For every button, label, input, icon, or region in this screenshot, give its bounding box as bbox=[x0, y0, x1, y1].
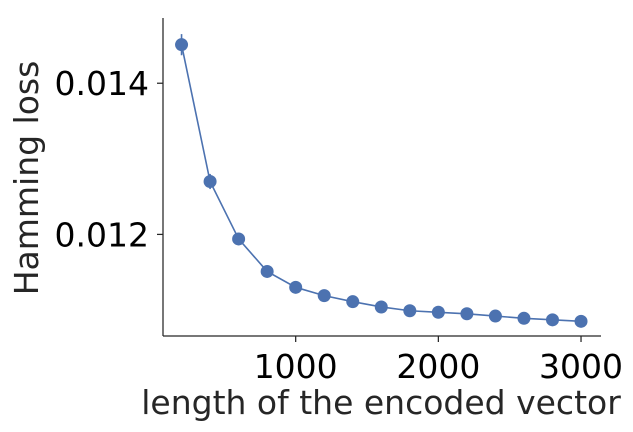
data-point bbox=[488, 309, 502, 323]
data-point bbox=[289, 280, 303, 294]
data-point bbox=[260, 264, 274, 278]
y-tick-label: 0.012 bbox=[55, 215, 149, 254]
data-point bbox=[460, 307, 474, 321]
y-ticks: 0.012 0.014 bbox=[55, 64, 163, 254]
series-layer bbox=[175, 34, 588, 328]
data-point bbox=[374, 300, 388, 314]
y-axis-label: Hamming loss bbox=[7, 61, 46, 296]
x-tick-label: 2000 bbox=[396, 347, 480, 386]
data-point bbox=[175, 38, 189, 52]
x-axis-label: length of the encoded vector bbox=[141, 383, 621, 422]
data-point bbox=[403, 304, 417, 318]
data-point bbox=[317, 289, 331, 303]
plot-area bbox=[162, 18, 601, 337]
data-point bbox=[545, 313, 559, 327]
x-tick-label: 3000 bbox=[539, 347, 623, 386]
y-tick-label: 0.014 bbox=[55, 64, 149, 103]
data-point bbox=[431, 305, 445, 319]
x-ticks: 1000 2000 3000 bbox=[254, 336, 623, 386]
data-point bbox=[203, 174, 217, 188]
data-point bbox=[232, 232, 246, 246]
series-line bbox=[180, 44, 582, 323]
data-point bbox=[574, 314, 588, 328]
x-tick-label: 1000 bbox=[254, 347, 338, 386]
data-point bbox=[346, 295, 360, 309]
data-point bbox=[517, 311, 531, 325]
